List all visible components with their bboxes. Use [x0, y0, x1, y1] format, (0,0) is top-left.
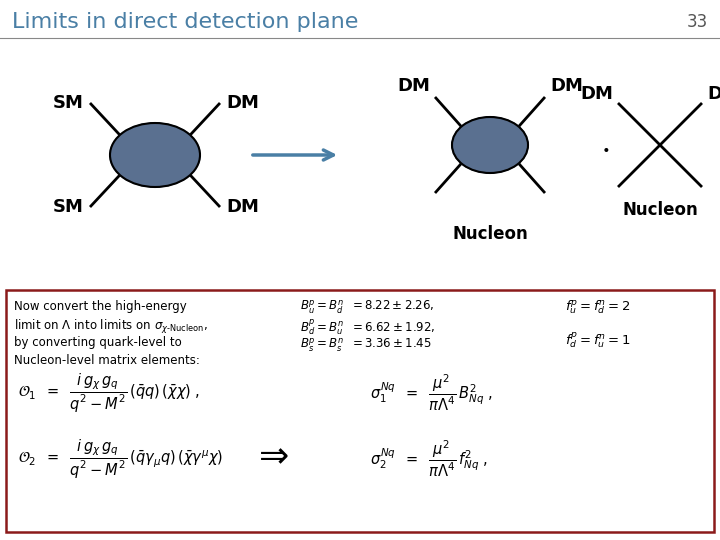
Text: $\sigma_1^{Nq} \;\; = \;\; \dfrac{\mu^2}{\pi\Lambda^4}\,B_{Nq}^2\;,$: $\sigma_1^{Nq} \;\; = \;\; \dfrac{\mu^2}… [370, 372, 492, 413]
Text: Nucleon: Nucleon [622, 201, 698, 219]
Text: $\bullet$: $\bullet$ [600, 141, 609, 155]
Text: $f_u^p = f_d^n = 2$: $f_u^p = f_d^n = 2$ [565, 298, 631, 316]
Ellipse shape [452, 117, 528, 173]
Text: DM: DM [550, 77, 583, 95]
Text: 33: 33 [687, 13, 708, 31]
Text: $B_d^p = B_u^n\;\; = 6.62 \pm 1.92,$: $B_d^p = B_u^n\;\; = 6.62 \pm 1.92,$ [300, 317, 436, 336]
Text: SM: SM [53, 94, 84, 112]
Text: Limits in direct detection plane: Limits in direct detection plane [12, 12, 359, 32]
Text: $f_d^p = f_u^n = 1$: $f_d^p = f_u^n = 1$ [565, 330, 631, 350]
Text: $\mathcal{O}_2 \;\; = \;\; \dfrac{i\,g_\chi\,g_q}{q^2 - M^2}\,(\bar{q}\gamma_\mu: $\mathcal{O}_2 \;\; = \;\; \dfrac{i\,g_\… [18, 438, 223, 481]
Text: $\Rightarrow$: $\Rightarrow$ [251, 438, 289, 472]
Text: Now convert the high-energy: Now convert the high-energy [14, 300, 186, 313]
FancyBboxPatch shape [6, 290, 714, 532]
Text: Nucleon-level matrix elements:: Nucleon-level matrix elements: [14, 354, 200, 367]
Text: DM: DM [397, 77, 430, 95]
Text: $\sigma_2^{Nq} \;\; = \;\; \dfrac{\mu^2}{\pi\Lambda^4}\,f_{Nq}^2\;,$: $\sigma_2^{Nq} \;\; = \;\; \dfrac{\mu^2}… [370, 438, 487, 479]
Text: DM: DM [226, 198, 259, 216]
Text: Nucleon: Nucleon [452, 225, 528, 243]
Ellipse shape [110, 123, 200, 187]
Text: DM: DM [707, 85, 720, 103]
Text: by converting quark-level to: by converting quark-level to [14, 336, 181, 349]
Text: DM: DM [226, 94, 259, 112]
Text: SM: SM [53, 198, 84, 216]
Text: $B_s^p = B_s^n\;\; = 3.36 \pm 1.45$: $B_s^p = B_s^n\;\; = 3.36 \pm 1.45$ [300, 336, 432, 354]
Text: $\mathcal{O}_1 \;\; = \;\; \dfrac{i\,g_\chi\,g_q}{q^2 - M^2}\,(\bar{q}q)\,(\bar{: $\mathcal{O}_1 \;\; = \;\; \dfrac{i\,g_\… [18, 372, 200, 415]
Text: DM: DM [580, 85, 613, 103]
Text: limit on $\Lambda$ into limits on $\sigma_{\chi\text{-Nucleon}}$,: limit on $\Lambda$ into limits on $\sigm… [14, 318, 208, 336]
Text: $B_u^p = B_d^n\;\; = 8.22 \pm 2.26,$: $B_u^p = B_d^n\;\; = 8.22 \pm 2.26,$ [300, 298, 434, 315]
